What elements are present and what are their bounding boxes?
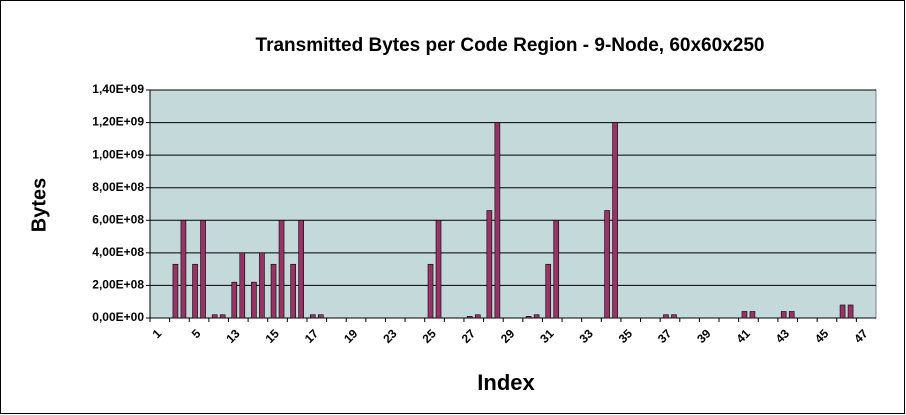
bar [466, 316, 473, 319]
bar [278, 219, 285, 319]
bar [259, 252, 265, 319]
plot-area [149, 89, 877, 319]
bar [427, 263, 434, 319]
y-tick-label: 4,00E+08 [92, 245, 144, 259]
y-tick-label: 2,00E+08 [92, 278, 144, 292]
bar [270, 263, 277, 319]
bar [239, 252, 246, 319]
bar [494, 122, 501, 319]
bar [788, 311, 795, 319]
bar [604, 210, 610, 319]
bar [192, 263, 198, 319]
bar [317, 314, 324, 319]
bar [741, 311, 748, 319]
bar [533, 314, 540, 319]
bar [847, 304, 854, 319]
bar [612, 122, 618, 319]
bar [211, 314, 218, 319]
y-tick-label: 0,00E+00 [92, 310, 144, 324]
bar [486, 210, 493, 319]
bar [780, 311, 787, 319]
bar [671, 314, 677, 319]
bar [219, 314, 226, 319]
y-tick-label: 6,00E+08 [92, 212, 144, 226]
bar [298, 219, 304, 319]
bar [172, 263, 179, 319]
bar [474, 314, 481, 319]
bar [839, 304, 846, 319]
bar [231, 281, 238, 319]
bar [309, 314, 316, 319]
bar [180, 219, 187, 319]
bar [290, 263, 296, 319]
bar [435, 219, 442, 319]
bar [525, 316, 532, 319]
bar [545, 263, 552, 319]
bar [200, 219, 206, 319]
chart-title: Transmitted Bytes per Code Region - 9-No… [256, 35, 765, 56]
y-tick-label: 8,00E+08 [92, 180, 144, 194]
bar [749, 311, 756, 319]
y-tick-label: 1,20E+09 [92, 115, 144, 129]
y-tick-label: 1,00E+09 [92, 147, 144, 161]
x-axis-label: Index [477, 370, 535, 395]
bar [553, 219, 560, 319]
bar [251, 281, 257, 319]
y-tick-label: 1,40E+09 [92, 82, 144, 96]
y-axis-label: Bytes [28, 178, 50, 232]
bar [663, 314, 669, 319]
